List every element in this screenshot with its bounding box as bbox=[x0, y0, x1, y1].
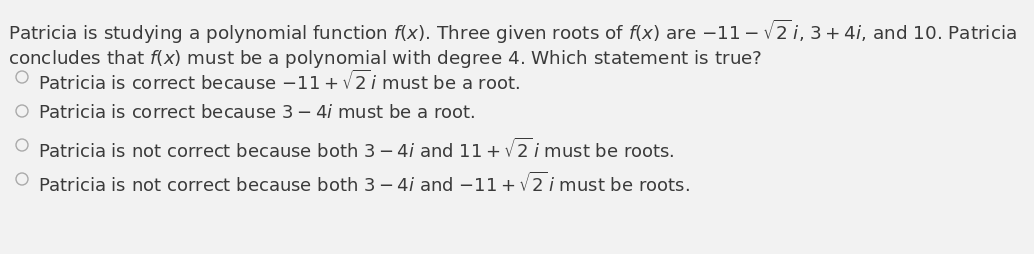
Text: concludes that $f(x)$ must be a polynomial with degree 4. Which statement is tru: concludes that $f(x)$ must be a polynomi… bbox=[8, 48, 762, 70]
Text: Patricia is not correct because both $3-4i$ and $\mathregular{11}+\sqrt{2}\,i$ m: Patricia is not correct because both $3-… bbox=[38, 137, 674, 162]
Text: Patricia is not correct because both $3-4i$ and $\mathregular{-11}+\sqrt{2}\,i$ : Patricia is not correct because both $3-… bbox=[38, 171, 690, 195]
Text: Patricia is correct because $3-4i$ must be a root.: Patricia is correct because $3-4i$ must … bbox=[38, 104, 476, 121]
Text: Patricia is correct because $\mathregular{-11}+\sqrt{2}\,i$ must be a root.: Patricia is correct because $\mathregula… bbox=[38, 70, 520, 94]
Text: Patricia is studying a polynomial function $f(x)$. Three given roots of $f(x)$ a: Patricia is studying a polynomial functi… bbox=[8, 18, 1016, 46]
